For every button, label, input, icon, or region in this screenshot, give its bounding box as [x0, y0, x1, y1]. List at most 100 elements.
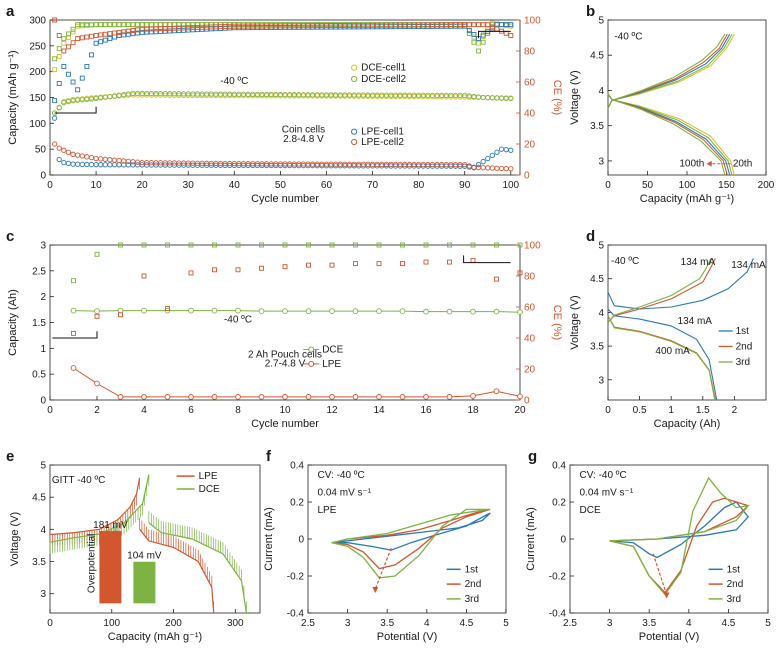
ce-point	[268, 22, 274, 28]
capacity-point	[94, 380, 100, 387]
ce-point	[116, 22, 122, 28]
capacity-point	[470, 393, 476, 399]
x-tick-label: 8	[235, 405, 241, 416]
capacity-point	[508, 166, 514, 172]
ce-point	[287, 22, 293, 28]
ce-point	[457, 22, 463, 28]
ce-point	[139, 22, 145, 28]
legend-label: LPE	[322, 359, 341, 370]
y2-tick-label: 0	[524, 396, 530, 407]
ce-point	[462, 22, 468, 28]
legend-label: 2nd	[727, 579, 744, 590]
discharge-curve-100th	[607, 93, 726, 176]
left-axis-arrow	[54, 106, 97, 114]
inset-bar	[99, 530, 122, 604]
x-tick-label: 4.5	[459, 618, 473, 629]
y2-tick-label: 60	[524, 78, 536, 89]
y-tick-label: 5	[598, 241, 604, 252]
ce-point	[319, 24, 325, 30]
ce-point	[188, 270, 194, 276]
y-tick-label: 5	[598, 16, 604, 27]
ce-point	[107, 22, 113, 28]
x-tick-label: 50	[642, 180, 654, 191]
ce-point	[443, 22, 449, 28]
ce-point	[466, 22, 472, 28]
plot-frame	[49, 244, 521, 401]
series-dce-ce	[71, 242, 523, 284]
arrow-label-end: 20th	[733, 159, 752, 170]
series-lpe-cell2	[51, 141, 514, 172]
panel-g: 2.5 3 3.5 4 4.5 5 -0.4 -0.2 0 0.2 0.4 Potential (V)…	[525, 448, 771, 643]
x-tick-label: 1.5	[696, 405, 710, 416]
capacity-point	[517, 393, 523, 400]
right-axis-arrow	[478, 30, 511, 39]
y-tick-label: 4.5	[590, 274, 604, 285]
ce-point	[494, 26, 500, 32]
ce-point	[176, 22, 182, 28]
y-axis-label: Voltage (V)	[569, 295, 581, 349]
ce-point	[135, 22, 140, 28]
y-tick-label: -0.4	[549, 609, 567, 620]
ce-point	[503, 30, 509, 36]
peak-shift-arrow-head	[372, 586, 379, 593]
ce-point	[273, 23, 279, 29]
panel-b: 0 50 100 150 200 3 3.5 4 4.5 5 Capacity (mAh g⁻¹) V…	[569, 3, 775, 205]
ce-point	[259, 23, 265, 29]
note-line: DCE	[580, 505, 601, 516]
ce-point	[241, 23, 246, 29]
ce-point	[94, 251, 100, 257]
x-tick-label: 6	[188, 405, 194, 416]
legend-label: 2nd	[465, 579, 482, 590]
ce-point	[434, 22, 440, 28]
ce-point	[277, 23, 283, 29]
y-tick-label: 3.5	[590, 121, 604, 132]
ce-point	[471, 34, 477, 40]
ce-point	[93, 33, 99, 38]
ce-point	[453, 22, 458, 28]
ce-point	[273, 22, 279, 28]
peak-shift-arrow	[652, 553, 668, 595]
capacity-point	[423, 394, 429, 400]
x-tick-label: 5	[765, 618, 771, 629]
x-tick-label: 20	[514, 405, 526, 416]
capacity-point	[70, 161, 76, 167]
ce-point	[264, 25, 270, 30]
ce-point	[70, 29, 76, 35]
ce-point	[79, 22, 85, 28]
ce-point	[305, 22, 311, 28]
ce-point	[499, 22, 505, 28]
x-tick-label: 3	[607, 618, 613, 629]
legend-label: 3rd	[465, 594, 479, 605]
plot-frame	[607, 19, 767, 176]
ce-point	[112, 22, 117, 28]
panel-a: 0 10 20 30 40 50 60 70 80 90 100050100150200250300…	[6, 3, 563, 205]
ce-point	[374, 22, 380, 28]
ce-point	[121, 22, 127, 28]
arrow-label-start: 100th	[679, 159, 704, 170]
panel-letter: c	[6, 228, 14, 245]
x-tick-label: 2.5	[301, 618, 315, 629]
capacity-point	[94, 308, 100, 314]
legend-marker	[351, 75, 358, 83]
ce-point	[188, 242, 194, 248]
ce-point	[494, 276, 499, 282]
ce-point	[144, 22, 150, 28]
panel-letter: e	[6, 448, 14, 465]
ce-point	[517, 242, 523, 248]
ce-point	[98, 22, 104, 28]
x-tick-label: 14	[373, 405, 385, 416]
capacity-point	[462, 162, 468, 168]
ce-point	[185, 25, 191, 31]
gitt-envelope	[139, 528, 215, 614]
ce-point	[79, 23, 85, 29]
legend-label: DCE	[322, 344, 343, 355]
ce-point	[84, 22, 90, 28]
ce-point	[245, 23, 251, 29]
y-tick-label: 0.2	[552, 498, 566, 509]
capacity-point	[498, 146, 505, 152]
discharge-curve-40th	[607, 93, 733, 176]
capacity-point	[130, 159, 136, 165]
x-tick-label: 3	[345, 618, 351, 629]
capacity-point	[475, 162, 482, 168]
panel-e: 0 100 200 300 3 3.5 4 4.5 5 Capacity (mAh g⁻¹) Vol…	[6, 448, 261, 643]
